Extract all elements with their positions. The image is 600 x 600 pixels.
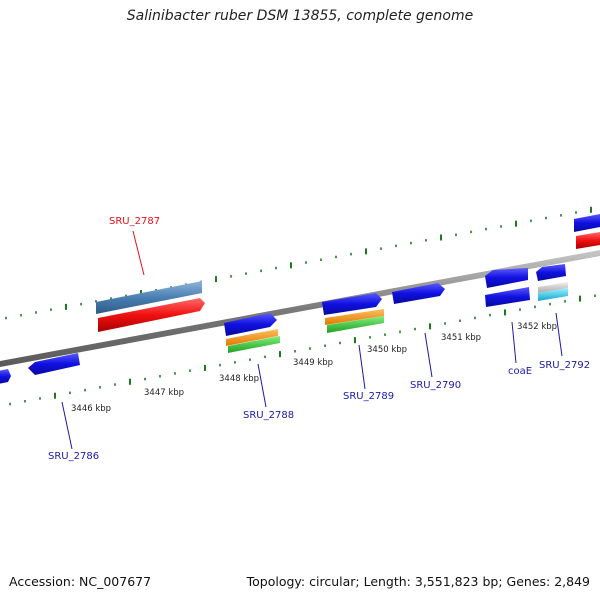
gene-label-coae[interactable]: coaE	[508, 366, 532, 377]
gene-bar-sru-2787[interactable]	[96, 281, 205, 332]
gene-arrow-sru-2786[interactable]	[28, 353, 80, 375]
gene-leader-lines	[61, 312, 563, 450]
gene-arrow-sru-2790[interactable]	[392, 283, 445, 304]
scale-label-3447: 3447 kbp	[144, 388, 184, 398]
scale-label-3452: 3452 kbp	[517, 322, 557, 332]
gene-label-sru-2790[interactable]: SRU_2790	[410, 380, 461, 391]
leader-coae	[511, 321, 517, 364]
leader-sru-2790	[424, 332, 433, 378]
gene-features	[0, 214, 600, 384]
genome-backbone	[0, 250, 600, 367]
accession-label: Accession: NC_007677	[9, 574, 152, 589]
leader-sru-2786	[61, 401, 73, 450]
lower-tick-row	[9, 294, 596, 406]
scale-labels: 3446 kbp 3447 kbp 3448 kbp 3449 kbp 3450…	[71, 322, 557, 414]
gene-label-sru-2786[interactable]: SRU_2786	[48, 451, 99, 462]
genome-stats-label: Topology: circular; Length: 3,551,823 bp…	[246, 574, 590, 589]
genome-title: Salinibacter ruber DSM 13855, complete g…	[126, 8, 474, 24]
leader-sru-2792	[555, 312, 563, 357]
gene-stack-sru-2792[interactable]	[536, 264, 568, 301]
gene-arrow-left-edge[interactable]	[0, 369, 11, 384]
gene-stack-right-edge[interactable]	[574, 214, 600, 249]
scale-label-3450: 3450 kbp	[367, 345, 407, 355]
gene-label-sru-2789[interactable]: SRU_2789	[343, 391, 394, 402]
gene-stack-sru-2788[interactable]	[224, 313, 280, 353]
scale-label-3451: 3451 kbp	[441, 333, 481, 343]
leader-sru-2789	[358, 344, 366, 390]
scale-label-3446: 3446 kbp	[71, 404, 111, 414]
leader-sru-2788	[257, 363, 267, 408]
gene-label-sru-2788[interactable]: SRU_2788	[243, 410, 294, 421]
scale-label-3449: 3449 kbp	[293, 358, 333, 368]
gene-label-sru-2792[interactable]: SRU_2792	[539, 360, 590, 371]
scale-label-3448: 3448 kbp	[219, 374, 259, 384]
leader-sru-2787	[132, 230, 145, 276]
gene-label-sru-2787[interactable]: SRU_2787	[109, 216, 160, 227]
gene-stack-sru-2789[interactable]	[322, 293, 384, 333]
gene-stack-coae[interactable]	[485, 268, 530, 307]
